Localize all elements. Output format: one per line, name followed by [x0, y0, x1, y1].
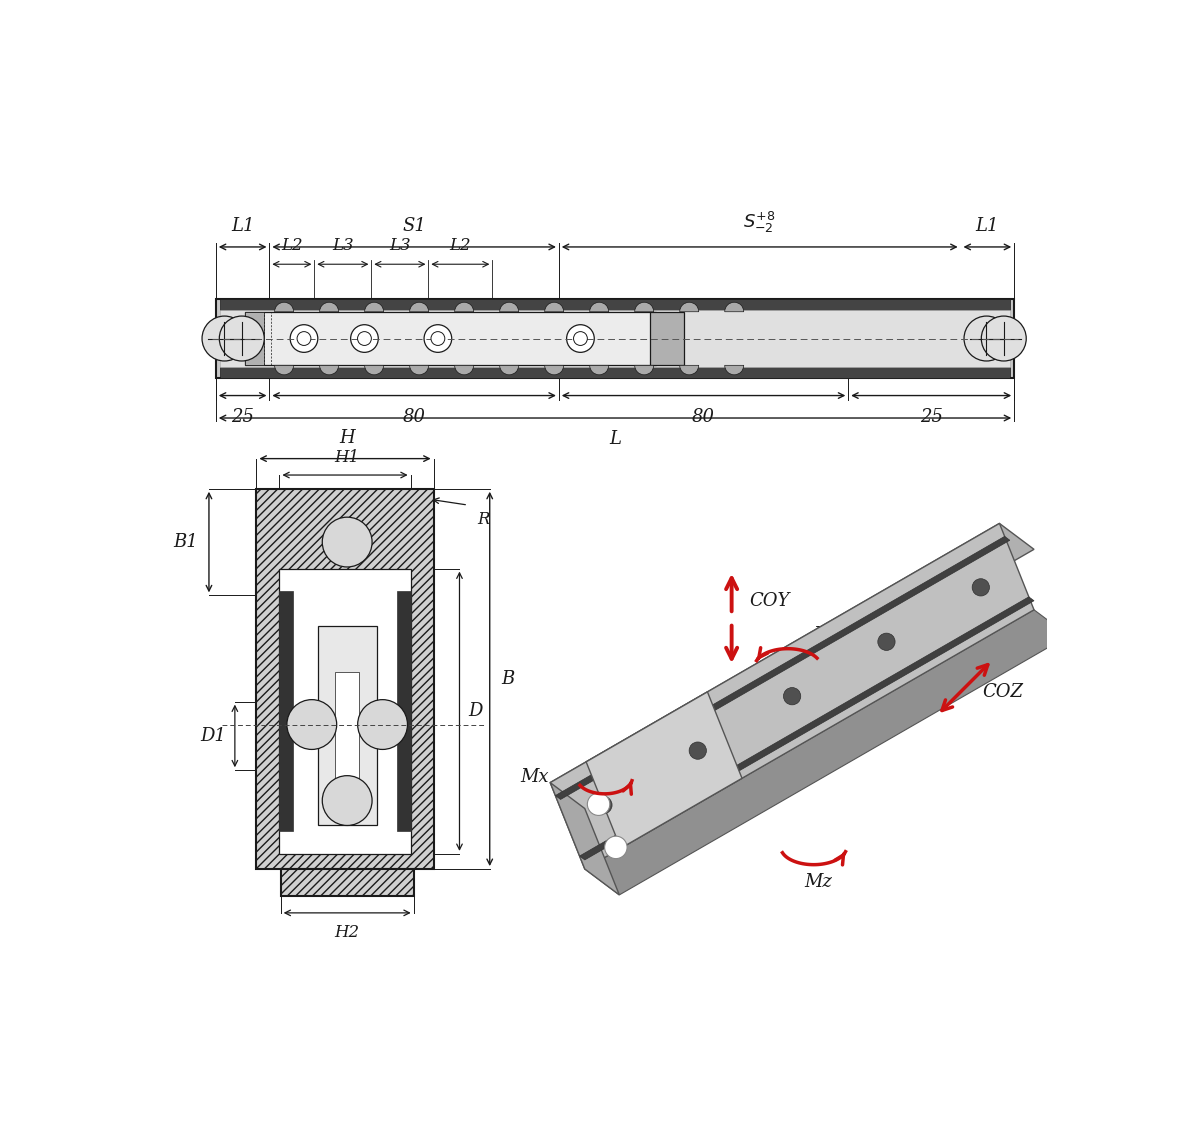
Bar [397, 591, 410, 831]
Text: D1: D1 [200, 727, 227, 745]
Text: L3: L3 [332, 237, 354, 254]
Wedge shape [725, 366, 744, 375]
Wedge shape [409, 366, 428, 375]
Polygon shape [586, 692, 742, 848]
Wedge shape [455, 302, 474, 312]
Wedge shape [455, 366, 474, 375]
Circle shape [298, 332, 311, 346]
Wedge shape [275, 302, 294, 312]
Circle shape [595, 797, 612, 813]
Text: L1: L1 [230, 217, 254, 234]
Text: H2: H2 [335, 925, 360, 941]
Polygon shape [580, 597, 1034, 859]
Wedge shape [409, 302, 428, 312]
Bar [245, 312, 656, 366]
Bar [216, 298, 1014, 378]
Bar [220, 367, 1010, 378]
Wedge shape [319, 302, 338, 312]
Bar [220, 298, 1010, 310]
Text: Mx: Mx [520, 767, 548, 785]
Circle shape [878, 633, 895, 651]
Circle shape [784, 688, 800, 705]
Polygon shape [551, 523, 1034, 868]
Bar [280, 591, 293, 831]
Bar [649, 312, 684, 366]
Circle shape [290, 324, 318, 352]
Polygon shape [551, 783, 619, 895]
Wedge shape [365, 366, 384, 375]
Circle shape [964, 316, 1009, 361]
Bar [257, 489, 433, 868]
Text: L2: L2 [281, 237, 302, 254]
Wedge shape [545, 366, 564, 375]
Wedge shape [635, 302, 654, 312]
Text: D: D [468, 702, 482, 720]
Text: 25: 25 [919, 407, 943, 425]
Text: L1: L1 [976, 217, 1000, 234]
Bar [318, 626, 377, 826]
Text: L3: L3 [389, 237, 410, 254]
Text: B1: B1 [173, 533, 198, 551]
Circle shape [587, 793, 610, 816]
Wedge shape [589, 302, 608, 312]
Wedge shape [725, 302, 744, 312]
Circle shape [323, 775, 372, 826]
Text: H: H [340, 430, 355, 448]
Text: 80: 80 [692, 407, 715, 425]
Wedge shape [679, 302, 698, 312]
Polygon shape [556, 536, 1010, 800]
Wedge shape [635, 366, 654, 375]
Polygon shape [584, 610, 1068, 895]
Bar [281, 868, 414, 895]
Text: L2: L2 [450, 237, 472, 254]
Polygon shape [551, 523, 1034, 809]
Text: 25: 25 [232, 407, 254, 425]
Circle shape [323, 517, 372, 567]
Text: Mz: Mz [804, 873, 832, 891]
Wedge shape [365, 302, 384, 312]
Wedge shape [499, 366, 518, 375]
Wedge shape [275, 366, 294, 375]
Wedge shape [545, 302, 564, 312]
Circle shape [424, 324, 451, 352]
Circle shape [431, 332, 445, 346]
Circle shape [566, 324, 594, 352]
Circle shape [287, 700, 337, 749]
Text: COY: COY [749, 592, 790, 610]
Circle shape [358, 332, 371, 346]
Circle shape [220, 316, 264, 361]
Text: My: My [814, 626, 842, 644]
Text: L: L [610, 430, 622, 448]
Text: R: R [476, 512, 490, 528]
Circle shape [358, 700, 408, 749]
Circle shape [202, 316, 247, 361]
Wedge shape [679, 366, 698, 375]
Circle shape [972, 579, 990, 596]
Circle shape [689, 742, 707, 760]
Circle shape [574, 332, 587, 346]
Circle shape [982, 316, 1026, 361]
Text: COZ: COZ [982, 683, 1024, 701]
Bar [280, 569, 410, 854]
Bar [220, 310, 1010, 367]
Text: S1: S1 [402, 217, 426, 234]
Bar [245, 312, 264, 366]
Bar [335, 672, 359, 781]
Text: H1: H1 [335, 450, 360, 467]
Text: $S^{+8}_{-2}$: $S^{+8}_{-2}$ [744, 210, 776, 234]
Text: B: B [500, 670, 515, 688]
Text: 80: 80 [403, 407, 426, 425]
Circle shape [350, 324, 378, 352]
Wedge shape [589, 366, 608, 375]
Wedge shape [319, 366, 338, 375]
Wedge shape [499, 302, 518, 312]
Circle shape [605, 836, 628, 858]
